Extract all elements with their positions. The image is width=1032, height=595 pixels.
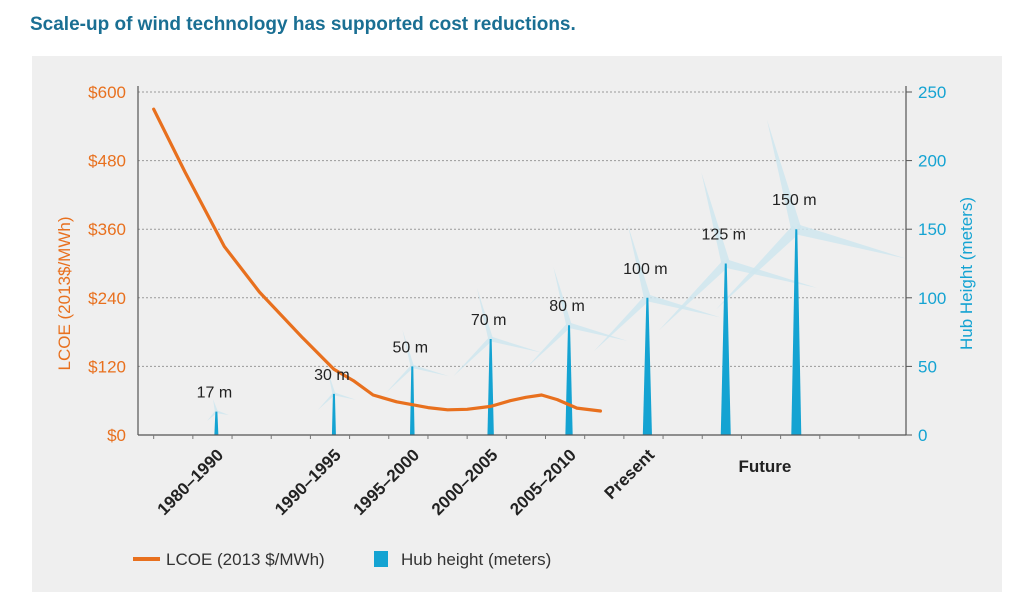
hub-height-label: 80 m (549, 298, 585, 315)
hub-height-label: 17 m (197, 385, 233, 402)
hub-height-bar (487, 338, 494, 435)
hub-height-bar (642, 297, 652, 435)
right-axis-title: Hub Height (meters) (957, 197, 976, 350)
turbine-blade (766, 119, 802, 231)
x-tick-label: 2005–2010 (506, 445, 580, 519)
legend-hub-swatch (374, 551, 388, 567)
hub-height-bar (331, 393, 336, 435)
turbine-blade (213, 399, 218, 413)
lcoe-line (152, 107, 602, 413)
turbine-blade (328, 371, 336, 395)
turbine-blade (385, 365, 414, 394)
hub-height-bar (214, 411, 219, 435)
turbine-blade (207, 410, 218, 421)
hub-height-label: 150 m (772, 192, 816, 209)
turbine-blade (490, 336, 542, 353)
left-axis-title: LCOE (2013$/MWh) (55, 217, 74, 371)
left-tick-label: $480 (88, 152, 126, 171)
left-tick-label: $120 (88, 357, 126, 376)
hub-height-bar (791, 229, 802, 435)
turbine-blade (659, 260, 729, 331)
hub-height-label: 30 m (314, 367, 350, 384)
right-tick-label: 100 (918, 289, 946, 308)
hub-height-bar (720, 263, 731, 435)
page-title: Scale-up of wind technology has supporte… (30, 14, 576, 35)
turbine-blade (476, 287, 493, 340)
turbine-blade (411, 364, 449, 377)
hub-height-label: 50 m (392, 339, 428, 356)
left-tick-label: $240 (88, 289, 126, 308)
turbine-blade (402, 329, 414, 367)
legend-lcoe-label: LCOE (2013 $/MWh) (166, 550, 325, 569)
x-tick-label: 1980–1990 (154, 445, 228, 519)
turbine-blade (794, 224, 906, 259)
turbine-blade (215, 410, 229, 415)
turbine-blade (553, 266, 572, 326)
x-tick-label: 2000–2005 (428, 445, 502, 519)
turbine-blade (333, 392, 356, 400)
legend-hub-label: Hub height (meters) (401, 550, 551, 569)
x-tick-label: Present (601, 445, 659, 503)
left-tick-label: $600 (88, 83, 126, 102)
x-tick-label: 1990–1995 (271, 445, 345, 519)
hub-height-bar (409, 366, 415, 435)
x-tick-label: Future (738, 457, 791, 476)
turbine-blade (594, 295, 650, 352)
turbine-blade (627, 224, 651, 299)
right-tick-label: 150 (918, 220, 946, 239)
hub-height-label: 100 m (623, 261, 667, 278)
turbine-blade (453, 337, 493, 377)
turbine-blade (526, 323, 571, 368)
right-tick-label: 50 (918, 357, 937, 376)
left-tick-label: $360 (88, 220, 126, 239)
right-tick-label: 0 (918, 426, 927, 445)
left-tick-label: $0 (107, 426, 126, 445)
turbine-blade (724, 259, 817, 288)
turbine-blade (317, 392, 335, 410)
hub-height-label: 70 m (471, 312, 507, 329)
chart-panel (32, 56, 1002, 592)
hub-height-label: 125 m (702, 227, 746, 244)
turbine-blade (701, 172, 730, 265)
right-tick-label: 250 (918, 83, 946, 102)
hub-height-bar (565, 325, 573, 435)
turbine-blade (716, 225, 800, 310)
right-tick-label: 200 (918, 152, 946, 171)
x-tick-label: 1995–2000 (350, 445, 424, 519)
turbine-blade (568, 322, 628, 341)
